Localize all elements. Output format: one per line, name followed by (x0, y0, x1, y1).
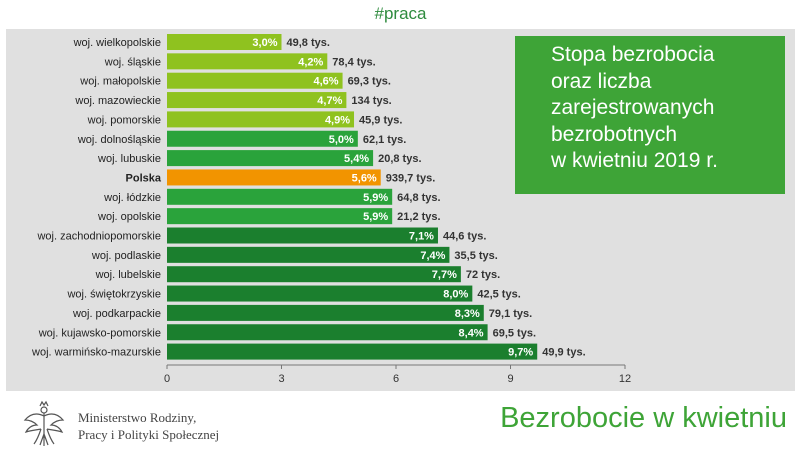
bar-value-label: 9,7% (508, 347, 533, 359)
bar-value-label: 7,1% (409, 231, 434, 243)
unemployed-count-label: 134 tys. (351, 95, 391, 107)
unemployed-count-label: 44,6 tys. (443, 231, 486, 243)
category-label: woj. świętokrzyskie (66, 289, 161, 301)
category-label: woj. mazowieckie (74, 95, 161, 107)
category-label: woj. podlaskie (91, 250, 161, 262)
category-label: woj. opolskie (97, 211, 161, 223)
bar-value-label: 8,3% (455, 308, 480, 320)
category-label: woj. warmińsko-mazurskie (31, 347, 161, 359)
category-label: woj. małopolskie (79, 76, 161, 88)
bar (167, 150, 374, 167)
unemployed-count-label: 45,9 tys. (359, 114, 402, 126)
ministry-name-line: Ministerstwo Rodziny, (78, 410, 197, 425)
bar-value-label: 5,4% (344, 153, 369, 165)
unemployed-count-label: 79,1 tys. (489, 308, 532, 320)
chart-title-line: bezrobotnych (551, 122, 678, 146)
category-label: woj. pomorskie (87, 114, 161, 126)
bar-value-label: 4,9% (325, 114, 350, 126)
bar-value-label: 5,9% (363, 211, 388, 223)
chart-title-line: zarejestrowanych (551, 96, 715, 119)
bar (167, 324, 488, 341)
x-axis-tick-label: 12 (619, 373, 631, 385)
x-axis-tick-label: 6 (393, 373, 399, 385)
bar-value-label: 5,9% (363, 192, 388, 204)
bar-value-label: 8,0% (443, 289, 468, 301)
bar-value-label: 5,0% (329, 134, 354, 146)
unemployed-count-label: 62,1 tys. (363, 134, 406, 146)
unemployed-count-label: 69,3 tys. (348, 76, 391, 88)
hashtag: #praca (374, 4, 427, 23)
unemployed-count-label: 49,8 tys. (287, 37, 330, 49)
bar (167, 92, 347, 109)
bar (167, 169, 381, 186)
x-axis-tick-label: 0 (164, 373, 170, 385)
bar-value-label: 7,7% (432, 269, 457, 281)
category-label: woj. wielkopolskie (73, 37, 161, 49)
bar (167, 72, 343, 89)
unemployed-count-label: 939,7 tys. (386, 172, 436, 184)
unemployed-count-label: 72 tys. (466, 269, 500, 281)
category-label: woj. kujawsko-pomorskie (38, 327, 161, 339)
bar (167, 304, 484, 321)
x-axis-tick-label: 9 (507, 373, 513, 385)
ministry-name-line: Pracy i Polityki Społecznej (78, 427, 220, 442)
bar (167, 227, 438, 244)
bar-value-label: 4,7% (317, 95, 342, 107)
ministry-name: Ministerstwo Rodziny, Pracy i Polityki S… (78, 409, 219, 443)
unemployed-count-label: 21,2 tys. (397, 211, 440, 223)
bar (167, 53, 328, 70)
bar (167, 208, 393, 225)
category-label: woj. zachodniopomorskie (36, 231, 161, 243)
bar (167, 266, 461, 283)
category-label: woj. śląskie (104, 56, 161, 68)
eagle-emblem-icon (23, 400, 65, 446)
category-label: woj. łódzkie (103, 192, 161, 204)
category-label: Polska (126, 172, 162, 184)
chart-title-line: w kwietniu 2019 r. (551, 149, 718, 172)
bar (167, 188, 393, 205)
bar (167, 34, 282, 50)
unemployed-count-label: 35,5 tys. (454, 250, 497, 262)
bar (167, 130, 358, 147)
footer-title: Bezrobocie w kwietniu (500, 402, 787, 434)
unemployed-count-label: 42,5 tys. (477, 289, 520, 301)
category-label: woj. lubuskie (97, 153, 161, 165)
bar (167, 343, 538, 360)
unemployed-count-label: 69,5 tys. (493, 327, 536, 339)
chart-title-line: oraz liczba (551, 69, 652, 93)
bar-value-label: 7,4% (420, 250, 445, 262)
bar-value-label: 8,4% (459, 327, 484, 339)
unemployed-count-label: 20,8 tys. (378, 153, 421, 165)
bar-value-label: 4,2% (298, 56, 323, 68)
x-axis-tick-label: 3 (278, 373, 284, 385)
bar-value-label: 4,6% (313, 76, 338, 88)
category-label: woj. podkarpackie (72, 308, 161, 320)
bar (167, 111, 355, 128)
chart-title-box: Stopa bezrobocia oraz liczba zarejestrow… (515, 36, 785, 194)
category-label: woj. dolnośląskie (77, 134, 161, 146)
unemployed-count-label: 49,9 tys. (542, 347, 585, 359)
category-label: woj. lubelskie (95, 269, 161, 281)
unemployed-count-label: 64,8 tys. (397, 192, 440, 204)
chart-title-line: Stopa bezrobocia (551, 43, 715, 66)
bar-value-label: 3,0% (252, 37, 277, 49)
bar-value-label: 5,6% (352, 172, 377, 184)
unemployed-count-label: 78,4 tys. (332, 56, 375, 68)
bar (167, 246, 450, 263)
bar (167, 285, 473, 302)
